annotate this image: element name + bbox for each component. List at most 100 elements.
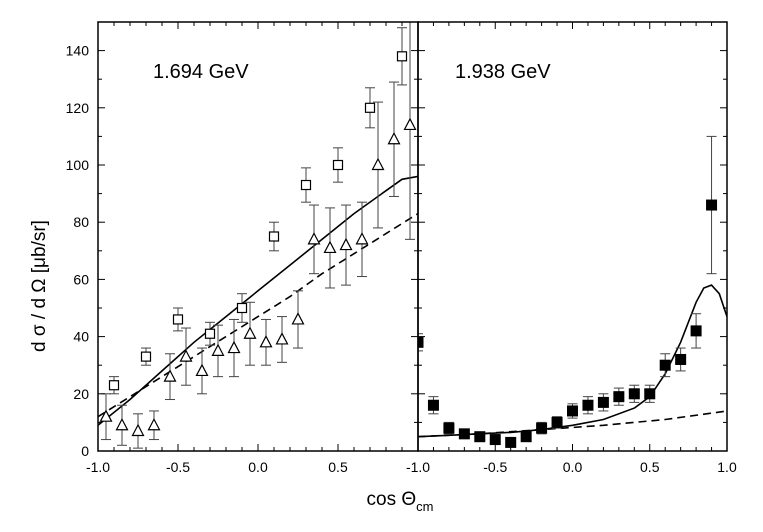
right-point xyxy=(675,347,687,372)
left-point xyxy=(323,207,337,289)
open-triangle-marker xyxy=(163,369,177,382)
x-tick-label: -1.0 xyxy=(86,459,110,475)
open-triangle-marker xyxy=(307,232,321,245)
filled-square-marker xyxy=(458,428,470,440)
open-triangle-marker xyxy=(387,131,401,145)
open-square-marker xyxy=(396,51,408,62)
left-point xyxy=(236,293,248,323)
open-square-marker xyxy=(204,328,216,339)
open-triangle-marker xyxy=(179,349,193,362)
right-point xyxy=(458,428,470,440)
right-point xyxy=(597,393,609,412)
y-tick-label: 140 xyxy=(66,43,90,59)
x-tick-label: 0.5 xyxy=(640,459,660,475)
open-triangle-marker xyxy=(291,312,305,325)
right-point xyxy=(489,434,501,446)
left-point xyxy=(115,404,129,446)
filled-square-marker xyxy=(659,359,671,371)
left-point xyxy=(300,167,312,203)
right-point xyxy=(427,396,439,415)
left-point xyxy=(108,376,120,395)
left-point xyxy=(355,201,369,278)
right-point xyxy=(443,421,455,435)
right-point xyxy=(659,353,671,378)
y-tick-label: 40 xyxy=(73,329,89,345)
filled-square-marker xyxy=(613,391,625,403)
right-point xyxy=(690,313,702,349)
open-triangle-marker xyxy=(355,232,369,245)
y-tick-label: 60 xyxy=(73,271,89,287)
left-point xyxy=(291,290,305,349)
left-panel xyxy=(98,22,418,449)
y-tick-label: 120 xyxy=(66,100,90,116)
filled-square-marker xyxy=(443,422,455,434)
open-square-marker xyxy=(300,179,312,191)
y-tick-label: 80 xyxy=(73,214,89,230)
open-triangle-marker xyxy=(243,326,257,339)
open-triangle-marker xyxy=(99,409,113,422)
x-axis-title: cos Θcm xyxy=(367,489,434,514)
left-point xyxy=(172,307,184,332)
y-tick-label: 20 xyxy=(73,386,89,402)
open-triangle-marker xyxy=(211,343,225,356)
filled-square-marker xyxy=(520,431,532,443)
filled-square-marker xyxy=(597,396,609,408)
filled-square-marker xyxy=(505,436,517,448)
open-square-marker xyxy=(236,302,248,314)
left-point xyxy=(140,347,152,366)
open-triangle-marker xyxy=(195,363,209,377)
right-point xyxy=(613,387,625,406)
left-point xyxy=(387,81,401,197)
x-tick-label: -0.5 xyxy=(166,459,190,475)
right-point xyxy=(644,384,656,403)
left-panel-energy-label: 1.694 GeV xyxy=(153,61,249,83)
right-point xyxy=(474,431,486,443)
left-point xyxy=(332,147,344,183)
filled-square-marker xyxy=(418,336,424,348)
left-point xyxy=(99,393,113,441)
left-point xyxy=(403,22,417,240)
y-tick-label: 0 xyxy=(81,443,89,459)
left-curve-solid xyxy=(98,175,418,426)
filled-square-marker xyxy=(427,399,439,411)
right-point xyxy=(418,333,424,352)
x-tick-label: 0.5 xyxy=(328,459,348,475)
right-point xyxy=(706,135,718,275)
open-triangle-marker xyxy=(259,335,273,348)
x-tick-label: 0.0 xyxy=(248,459,268,475)
left-point xyxy=(131,413,145,449)
left-point xyxy=(179,327,193,386)
open-triangle-marker xyxy=(403,117,417,131)
open-triangle-marker xyxy=(147,417,161,431)
open-square-marker xyxy=(140,351,152,362)
right-point xyxy=(520,431,532,443)
right-point xyxy=(505,436,517,448)
right-point xyxy=(582,396,594,415)
x-tick-label: 1.0 xyxy=(717,459,737,475)
filled-square-marker xyxy=(628,388,640,400)
filled-square-marker xyxy=(706,199,718,211)
open-square-marker xyxy=(172,314,184,325)
left-curve-dashed xyxy=(98,212,418,418)
filled-square-marker xyxy=(644,388,656,400)
right-frame xyxy=(417,21,728,452)
open-triangle-marker xyxy=(115,417,129,431)
left-point xyxy=(204,321,216,346)
y-tick-label: 100 xyxy=(66,157,90,173)
left-point xyxy=(339,204,353,286)
right-point xyxy=(628,384,640,403)
left-point xyxy=(275,316,289,363)
left-point xyxy=(268,221,280,252)
filled-square-marker xyxy=(675,353,687,365)
left-point xyxy=(371,101,385,229)
left-point xyxy=(195,347,209,395)
open-triangle-marker xyxy=(371,157,385,171)
filled-square-marker xyxy=(474,431,486,443)
left-point xyxy=(227,318,241,378)
right-panel-energy-label: 1.938 GeV xyxy=(455,61,551,83)
right-point xyxy=(536,421,548,435)
open-triangle-marker xyxy=(131,423,145,437)
open-triangle-marker xyxy=(323,240,337,254)
open-square-marker xyxy=(364,102,376,113)
